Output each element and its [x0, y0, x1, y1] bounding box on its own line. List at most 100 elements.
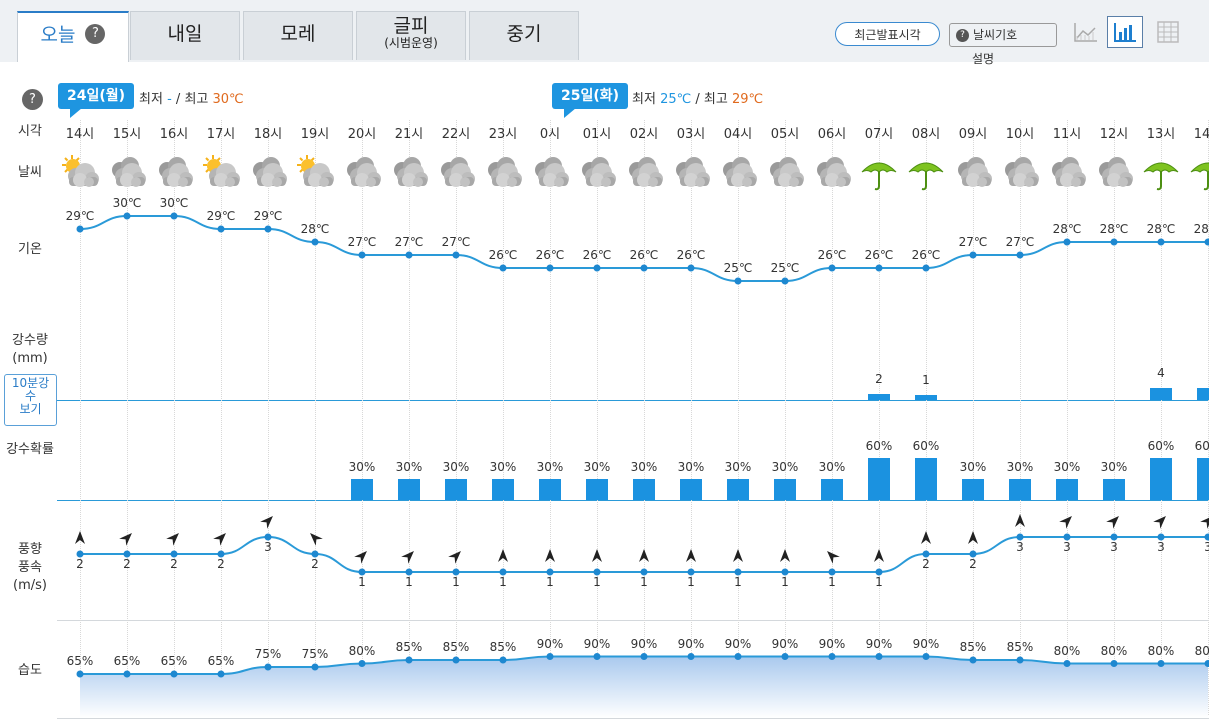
- precip-amount-bar: [868, 394, 890, 400]
- wind-speed-label: 1: [546, 575, 554, 589]
- tab-midterm[interactable]: 중기: [469, 11, 579, 60]
- rain-icon: [905, 152, 947, 194]
- hour-label: 13시: [1146, 127, 1176, 142]
- wind-speed-label: 2: [76, 557, 84, 571]
- table-view-button[interactable]: [1150, 16, 1186, 48]
- wind-speed-label: 1: [499, 575, 507, 589]
- grid-line: [879, 120, 880, 715]
- tab-3days[interactable]: 글피 (시범운영): [356, 11, 466, 60]
- grid-line: [503, 120, 504, 715]
- line-chart-view-button[interactable]: [1068, 16, 1104, 48]
- row-label-time: 시각: [18, 124, 42, 139]
- partly-cloudy-icon: [59, 152, 101, 194]
- precip-prob-label: 30%: [959, 460, 987, 474]
- temp-label: 29℃: [65, 209, 95, 223]
- precip-prob-label: 30%: [583, 460, 611, 474]
- temp-label: 26℃: [582, 248, 612, 262]
- grid-line: [738, 120, 739, 715]
- grid-line: [644, 120, 645, 715]
- humidity-label: 85%: [395, 640, 423, 654]
- grid-line: [127, 120, 128, 715]
- help-icon[interactable]: ?: [85, 23, 106, 44]
- tab-day-after[interactable]: 모레: [243, 11, 353, 60]
- wind-arrow-icon: [824, 548, 840, 564]
- precip-prob-label: 60%: [1147, 439, 1175, 453]
- tab-today[interactable]: 오늘?: [17, 11, 129, 62]
- wind-speed-label: 2: [311, 557, 319, 571]
- precip-prob-label: 30%: [630, 460, 658, 474]
- wind-speed-label: 1: [405, 575, 413, 589]
- humidity-label: 90%: [583, 636, 611, 651]
- row-label-wind: 풍향 풍속 (m/s): [0, 541, 60, 595]
- hour-label: 15시: [112, 127, 142, 142]
- wind-speed-label: 3: [1110, 540, 1118, 554]
- grid-line: [362, 120, 363, 715]
- hour-label: 09시: [958, 127, 988, 142]
- temp-label: 27℃: [958, 235, 988, 249]
- humidity-label: 85%: [1006, 640, 1034, 654]
- precip-prob-bar: [633, 479, 655, 500]
- hour-label: 08시: [911, 127, 941, 142]
- hour-label: 20시: [347, 127, 377, 142]
- cloudy-icon: [435, 152, 477, 194]
- precip-amount-baseline: [57, 400, 1209, 401]
- precip-prob-label: 30%: [489, 460, 517, 474]
- day-flag-24: 24일(월): [58, 83, 135, 118]
- hour-label: 0시: [539, 127, 561, 142]
- wind-speed-label: 1: [452, 575, 460, 589]
- grid-line: [597, 120, 598, 715]
- cloudy-icon: [106, 152, 148, 194]
- wind-arrow-icon: [1153, 513, 1169, 529]
- humidity-label: 90%: [771, 636, 799, 651]
- help-icon[interactable]: ?: [22, 89, 43, 110]
- temp-label: 30℃: [112, 196, 142, 210]
- precip-prob-label: 30%: [395, 460, 423, 474]
- humidity-label: 65%: [113, 654, 141, 668]
- max-value: 30℃: [212, 92, 244, 107]
- precip-prob-bar: [915, 458, 937, 500]
- precip-prob-label: 30%: [1053, 460, 1081, 474]
- wind-divider: [57, 620, 1209, 621]
- temp-label: 25℃: [723, 261, 753, 275]
- wind-arrow-icon: [1059, 513, 1075, 529]
- grid-line: [409, 120, 410, 715]
- wind-arrow-icon: [871, 548, 887, 564]
- precip-prob-bar: [868, 458, 890, 500]
- precip-prob-bar: [1197, 458, 1209, 500]
- precip-prob-bar: [1056, 479, 1078, 500]
- precip-amount-label: 2: [875, 372, 883, 386]
- tab-tomorrow[interactable]: 내일: [130, 11, 240, 60]
- cloudy-icon: [764, 152, 806, 194]
- wind-speed-label: 3: [264, 540, 272, 554]
- row-label-weather: 날씨: [18, 165, 42, 180]
- precip-prob-label: 30%: [442, 460, 470, 474]
- precip-prob-label: 30%: [1006, 460, 1034, 474]
- precip-prob-bar: [680, 479, 702, 500]
- hour-label: 07시: [864, 127, 894, 142]
- wind-arrow-icon: [354, 548, 370, 564]
- grid-line: [1161, 120, 1162, 715]
- recent-release-button[interactable]: 최근발표시각: [835, 22, 940, 46]
- bar-chart-view-button[interactable]: [1107, 16, 1143, 48]
- hour-label: 11시: [1052, 127, 1082, 142]
- wind-arrow-icon: [119, 530, 135, 546]
- precip-prob-bar: [1103, 479, 1125, 500]
- precip-prob-bar: [774, 479, 796, 500]
- temp-label: 28℃: [1099, 222, 1129, 236]
- precip-amount-label: 1: [922, 373, 930, 387]
- wind-speed-label: 2: [217, 557, 225, 571]
- weather-symbol-button[interactable]: ? 날씨기호: [949, 23, 1057, 47]
- hour-label: 16시: [159, 127, 189, 142]
- humidity-label: 90%: [536, 636, 564, 651]
- grid-line: [785, 120, 786, 715]
- grid-line: [691, 120, 692, 715]
- tab-tomorrow-label: 내일: [167, 23, 203, 45]
- grid-line: [550, 120, 551, 715]
- wind-dir-label: 풍향: [18, 542, 42, 557]
- row-label-humidity: 습도: [18, 663, 42, 678]
- wind-speed-label: 3: [1063, 540, 1071, 554]
- wind-speed-label: 1: [593, 575, 601, 589]
- ten-min-rain-button[interactable]: 10분강 수 보기: [4, 374, 57, 426]
- hour-label: 02시: [629, 127, 659, 142]
- table-icon: [1157, 21, 1179, 43]
